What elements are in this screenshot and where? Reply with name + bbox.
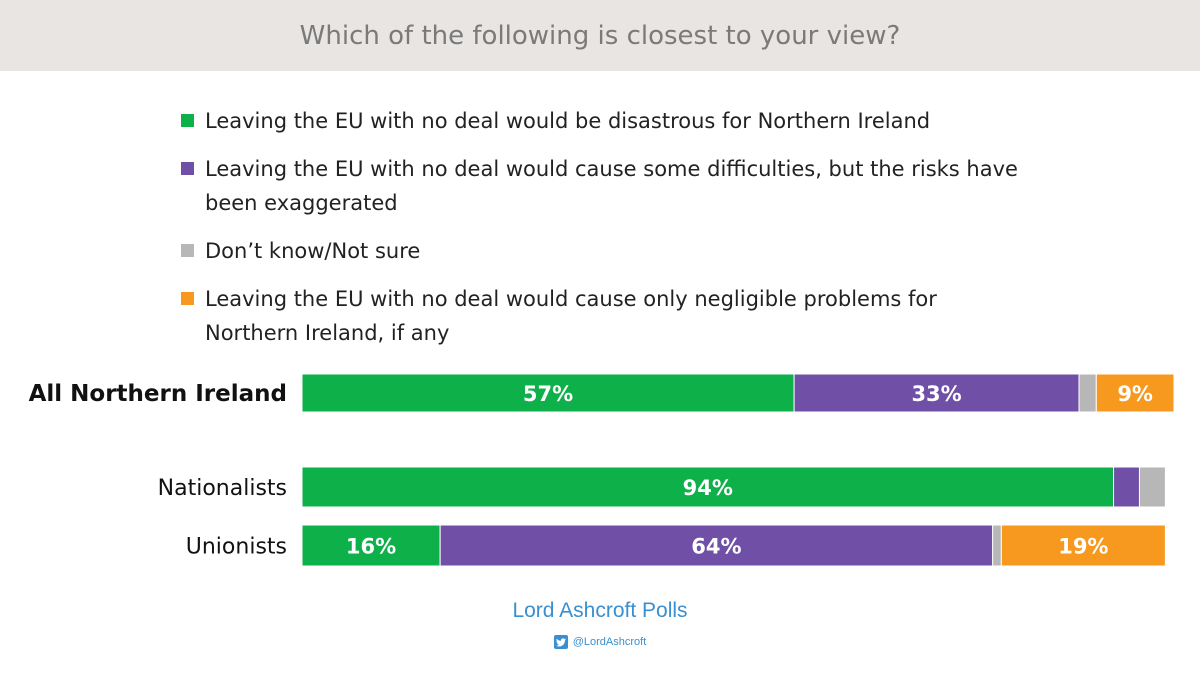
data-label-unionists-series-0: 16% (346, 535, 396, 559)
chart-title: Which of the following is closest to you… (299, 20, 901, 51)
bar-nationalists-series-0 (301, 466, 1115, 508)
legend-swatch-disastrous (181, 114, 194, 127)
bar-all-northern-ireland-series-2 (1078, 373, 1097, 413)
category-label-nationalists: Nationalists (158, 476, 287, 501)
category-label-unionists: Unionists (186, 535, 287, 560)
legend-swatch-some-difficulties (181, 162, 194, 175)
data-label-all-northern-ireland-series-3: 9% (1117, 382, 1153, 406)
legend-label-negligible: Leaving the EU with no deal would cause … (205, 287, 937, 345)
legend: Leaving the EU with no deal would be dis… (181, 104, 1061, 364)
bar-all-northern-ireland-series-0 (301, 373, 795, 413)
bar-unionists-series-2 (992, 524, 1002, 567)
data-label-nationalists-series-0: 94% (683, 476, 733, 500)
legend-label-dont-know: Don’t know/Not sure (205, 239, 421, 263)
twitter-icon (553, 635, 568, 649)
bar-nationalists-series-2 (1138, 466, 1166, 508)
bar-all-northern-ireland-series-3 (1095, 373, 1175, 413)
legend-item-dont-know: Don’t know/Not sure (181, 234, 1061, 268)
category-label-all-northern-ireland: All Northern Ireland (29, 381, 287, 407)
bar-unionists-series-1 (439, 524, 994, 567)
bar-nationalists-series-1 (1113, 466, 1140, 508)
legend-swatch-negligible (181, 292, 194, 305)
data-label-all-northern-ireland-series-1: 33% (911, 382, 961, 406)
bar-unionists-series-3 (1000, 524, 1166, 567)
footer-handle-row: @LordAshcroft (0, 635, 1200, 649)
legend-label-disastrous: Leaving the EU with no deal would be dis… (205, 109, 931, 133)
legend-item-some-difficulties: Leaving the EU with no deal would cause … (181, 152, 1061, 220)
data-label-all-northern-ireland-series-0: 57% (523, 382, 573, 406)
data-label-unionists-series-3: 19% (1058, 535, 1108, 559)
bar-all-northern-ireland-series-1 (793, 373, 1080, 413)
chart-header: Which of the following is closest to you… (0, 0, 1200, 71)
bar-unionists-series-0 (301, 524, 441, 567)
twitter-handle: @LordAshcroft (572, 636, 647, 648)
data-label-unionists-series-1: 64% (691, 535, 741, 559)
legend-swatch-dont-know (181, 244, 194, 257)
legend-item-disastrous: Leaving the EU with no deal would be dis… (181, 104, 1061, 138)
footer-brand: Lord Ashcroft Polls (512, 599, 688, 622)
legend-item-negligible: Leaving the EU with no deal would cause … (181, 282, 1061, 350)
legend-label-some-difficulties: Leaving the EU with no deal would cause … (205, 157, 1018, 215)
